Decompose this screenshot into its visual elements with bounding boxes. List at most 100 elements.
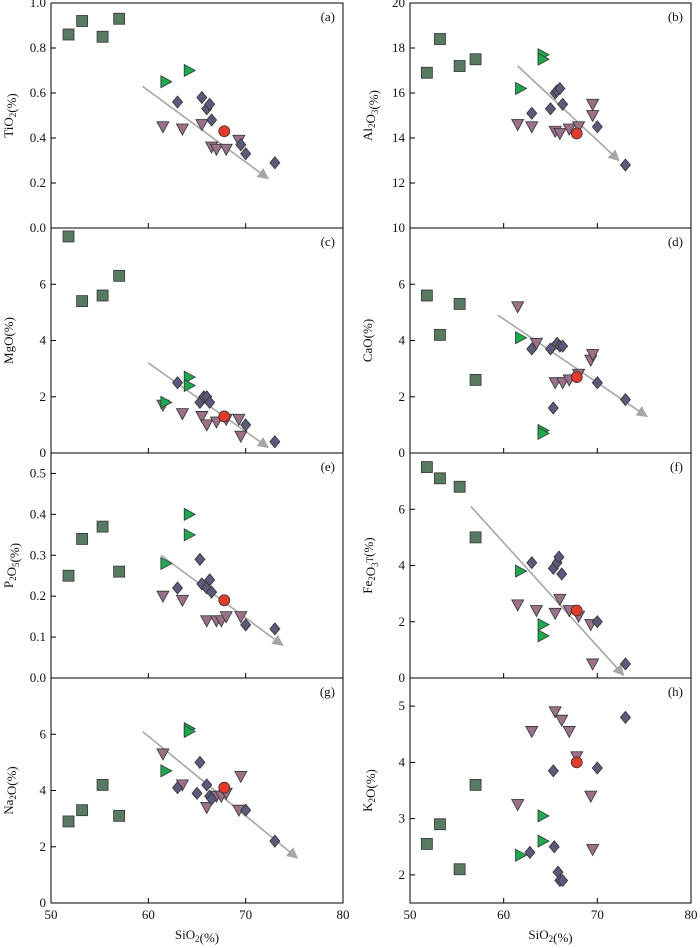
y-axis-label: P2O5(%) — [1, 543, 22, 588]
square-point — [469, 53, 482, 66]
y-tick-label: 1.0 — [30, 0, 46, 10]
diamond-point — [240, 418, 252, 432]
y-tick-label: 2 — [40, 839, 47, 854]
y-axis-label: CaO(%) — [360, 319, 375, 362]
y-tick-label: 0 — [399, 670, 406, 685]
plot-frame — [50, 227, 344, 454]
y-tick-label: 4 — [40, 333, 47, 348]
green-triangle-point — [160, 75, 173, 89]
x-axis-label: SiO2(%) — [175, 927, 219, 945]
plot-frame — [409, 2, 692, 229]
square-point — [469, 531, 482, 544]
y-axis-label: MgO(%) — [1, 317, 16, 364]
green-triangle-point — [515, 848, 528, 862]
square-point — [434, 818, 446, 831]
pink-triangle-point — [585, 110, 600, 123]
square-point — [434, 33, 446, 45]
pink-triangle-point — [200, 801, 214, 815]
x-axis-label: SiO2(%) — [528, 927, 572, 945]
diamond-point — [194, 755, 206, 769]
green-triangle-point — [537, 52, 550, 66]
pink-triangle-point — [511, 599, 525, 612]
pink-triangle-point — [556, 377, 570, 390]
diamond-point — [554, 81, 566, 96]
square-point — [62, 815, 75, 828]
diamond-point — [526, 556, 538, 570]
diamond-point — [556, 567, 568, 581]
y-tick-label: 0.8 — [30, 40, 46, 55]
red-circle-point — [570, 127, 583, 140]
panel-b: 10 12 14 16 18 20 (b) Al2O3(%) — [360, 0, 692, 235]
diamond-point — [269, 156, 281, 170]
square-point — [434, 328, 446, 341]
y-tick-label: 18 — [392, 40, 405, 55]
square-point — [113, 269, 126, 282]
square-point — [420, 66, 433, 79]
green-triangle-point — [537, 617, 550, 632]
pink-triangle-point — [209, 143, 224, 157]
diamond-point — [196, 90, 208, 105]
y-tick-label: 4 — [399, 558, 406, 573]
diamond-point — [172, 581, 184, 595]
y-tick-label: 0.0 — [30, 220, 46, 235]
green-triangle-point — [537, 834, 550, 848]
x-tick-label: 70 — [239, 907, 252, 922]
diamond-point — [591, 120, 603, 134]
diamond-point — [526, 342, 538, 356]
diamond-point — [201, 778, 213, 792]
pink-triangle-point — [219, 611, 233, 624]
diamond-point — [204, 573, 216, 587]
green-triangle-point — [515, 331, 528, 345]
x-tick-label: 50 — [45, 907, 58, 922]
red-circle-point — [570, 371, 583, 383]
square-point — [96, 778, 109, 791]
pink-triangle-point — [584, 790, 598, 803]
pink-triangle-point — [553, 128, 567, 141]
pink-triangle-point — [175, 408, 190, 421]
green-triangle-point — [183, 528, 197, 542]
x-tick-label: 80 — [337, 907, 350, 922]
y-tick-label: 20 — [392, 0, 405, 10]
panel-label: (a) — [321, 9, 335, 24]
green-triangle-point — [183, 63, 197, 78]
y-tick-label: 16 — [392, 85, 406, 100]
pink-triangle-point — [529, 605, 544, 618]
square-point — [453, 298, 466, 310]
diamond-point — [204, 97, 216, 111]
square-point — [76, 15, 89, 27]
green-triangle-point — [183, 370, 197, 384]
y-axis-label: K2O(%) — [360, 769, 378, 812]
y-axis-label: Na2O(%) — [1, 766, 19, 815]
panel-d: 0 2 4 6 (d) CaO(%) — [360, 227, 692, 460]
pink-triangle-point — [234, 771, 248, 784]
diamond-point — [557, 97, 569, 111]
y-tick-label: 0.0 — [30, 670, 46, 685]
y-tick-label: 0.1 — [30, 629, 46, 644]
diamond-point — [553, 550, 565, 564]
pink-triangle-point — [585, 349, 600, 362]
diamond-point — [591, 761, 603, 775]
diamond-point — [172, 781, 184, 795]
y-tick-label: 0 — [399, 445, 406, 460]
panel-label: (e) — [321, 459, 335, 474]
square-point — [96, 30, 109, 43]
pink-triangle-point — [562, 123, 576, 136]
x-tick-label: 80 — [685, 907, 698, 922]
y-tick-label: 6 — [40, 726, 47, 741]
y-tick-label: 14 — [392, 130, 406, 145]
green-triangle-point — [537, 426, 550, 440]
diamond-point — [206, 792, 218, 806]
square-point — [113, 809, 126, 822]
pink-triangle-point — [200, 419, 214, 432]
diamond-point — [619, 710, 631, 724]
square-point — [469, 778, 482, 791]
diamond-point — [547, 401, 559, 415]
diamond-point — [206, 113, 218, 127]
square-point — [76, 533, 89, 545]
square-point — [453, 480, 466, 493]
red-circle-point — [218, 594, 231, 607]
pink-triangle-point — [219, 143, 233, 157]
green-triangle-point — [515, 564, 528, 578]
green-triangle-point — [537, 629, 550, 643]
diamond-point — [557, 339, 569, 353]
